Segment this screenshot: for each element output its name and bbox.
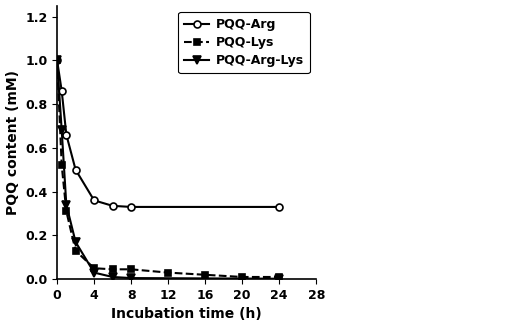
PQQ-Arg (63, 133, 69, 137)
Line: PQQ-Lys: PQQ-Lys (53, 57, 282, 281)
PQQ-Arg (54, 58, 60, 62)
PQQ-Lys (239, 275, 245, 279)
Legend: PQQ-Arg, PQQ-Lys, PQQ-Arg-Lys: PQQ-Arg, PQQ-Lys, PQQ-Arg-Lys (178, 12, 309, 73)
PQQ-Lys (202, 273, 208, 277)
PQQ-Lys (63, 209, 69, 213)
Line: PQQ-Arg: PQQ-Arg (53, 57, 282, 210)
PQQ-Arg-Lys (54, 58, 60, 62)
PQQ-Lys (54, 58, 60, 62)
PQQ-Arg (72, 168, 78, 172)
PQQ-Arg (275, 205, 281, 209)
PQQ-Lys (128, 267, 134, 271)
PQQ-Lys (72, 249, 78, 253)
PQQ-Lys (275, 275, 281, 279)
PQQ-Arg-Lys (72, 240, 78, 244)
PQQ-Arg (128, 205, 134, 209)
PQQ-Arg-Lys (59, 129, 65, 132)
PQQ-Arg-Lys (275, 277, 281, 281)
PQQ-Lys (109, 267, 116, 271)
PQQ-Lys (91, 266, 97, 270)
PQQ-Lys (165, 271, 171, 275)
PQQ-Arg-Lys (63, 203, 69, 207)
Line: PQQ-Arg-Lys: PQQ-Arg-Lys (53, 56, 283, 283)
PQQ-Arg-Lys (91, 271, 97, 275)
X-axis label: Incubation time (h): Incubation time (h) (111, 307, 262, 321)
Y-axis label: PQQ content (mM): PQQ content (mM) (6, 70, 19, 215)
PQQ-Arg (109, 204, 116, 208)
PQQ-Arg (59, 89, 65, 93)
PQQ-Arg (91, 198, 97, 202)
PQQ-Lys (59, 164, 65, 167)
PQQ-Arg-Lys (128, 276, 134, 280)
PQQ-Arg-Lys (109, 275, 116, 279)
